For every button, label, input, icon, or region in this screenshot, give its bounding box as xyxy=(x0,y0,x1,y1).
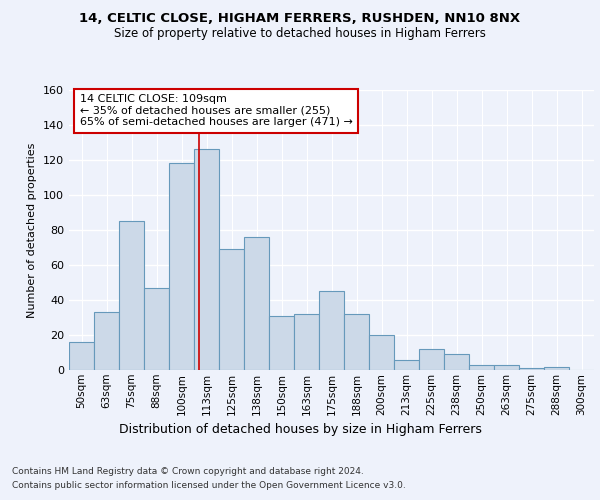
Bar xyxy=(544,366,569,370)
Y-axis label: Number of detached properties: Number of detached properties xyxy=(28,142,37,318)
Text: Distribution of detached houses by size in Higham Ferrers: Distribution of detached houses by size … xyxy=(119,422,481,436)
Bar xyxy=(469,365,494,370)
Bar xyxy=(69,342,94,370)
Bar xyxy=(94,312,119,370)
Text: Contains public sector information licensed under the Open Government Licence v3: Contains public sector information licen… xyxy=(12,481,406,490)
Text: 14, CELTIC CLOSE, HIGHAM FERRERS, RUSHDEN, NN10 8NX: 14, CELTIC CLOSE, HIGHAM FERRERS, RUSHDE… xyxy=(79,12,521,26)
Text: 14 CELTIC CLOSE: 109sqm
← 35% of detached houses are smaller (255)
65% of semi-d: 14 CELTIC CLOSE: 109sqm ← 35% of detache… xyxy=(79,94,352,128)
Bar xyxy=(319,291,344,370)
Text: Size of property relative to detached houses in Higham Ferrers: Size of property relative to detached ho… xyxy=(114,28,486,40)
Bar xyxy=(119,221,144,370)
Bar xyxy=(419,349,444,370)
Bar xyxy=(269,316,294,370)
Text: Contains HM Land Registry data © Crown copyright and database right 2024.: Contains HM Land Registry data © Crown c… xyxy=(12,468,364,476)
Bar xyxy=(444,354,469,370)
Bar xyxy=(144,288,169,370)
Bar xyxy=(394,360,419,370)
Bar xyxy=(219,249,244,370)
Bar xyxy=(519,368,544,370)
Bar xyxy=(169,164,194,370)
Bar xyxy=(194,150,219,370)
Bar xyxy=(294,314,319,370)
Bar xyxy=(344,314,369,370)
Bar xyxy=(369,335,394,370)
Bar xyxy=(494,365,519,370)
Bar xyxy=(244,237,269,370)
